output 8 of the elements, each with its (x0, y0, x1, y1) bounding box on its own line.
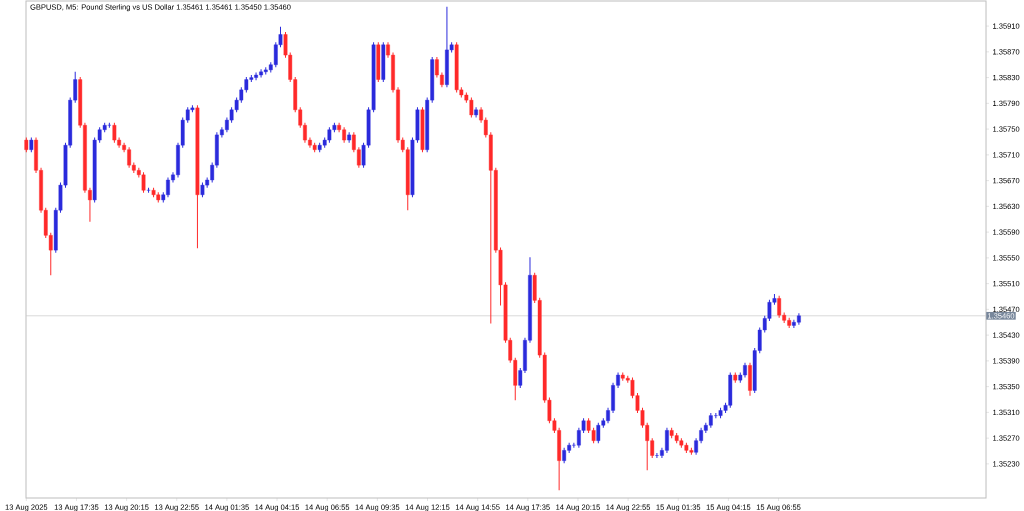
candlestick (733, 371, 738, 384)
candlestick (112, 122, 117, 144)
candlestick (376, 41, 381, 83)
candlestick (24, 136, 29, 153)
candlestick (29, 136, 34, 153)
candlestick (420, 106, 425, 153)
candlestick (381, 41, 386, 83)
candlestick (195, 104, 200, 249)
